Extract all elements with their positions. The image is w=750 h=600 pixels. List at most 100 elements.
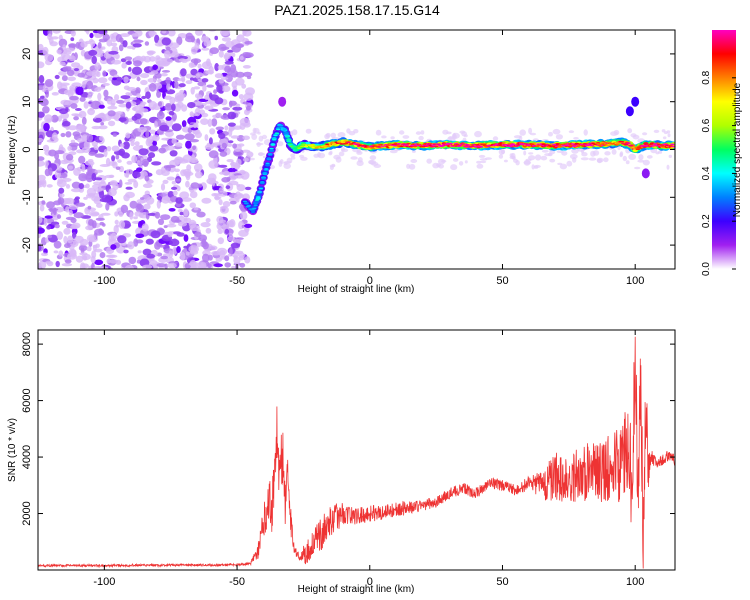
ridge-blob <box>257 191 262 193</box>
ridge-blob <box>626 142 631 144</box>
faint-blob <box>622 155 627 162</box>
noise-blob <box>67 76 76 82</box>
noise-blob <box>164 50 171 59</box>
ridge-blob <box>254 199 260 201</box>
noise-blob <box>244 52 254 58</box>
noise-blob <box>231 113 236 119</box>
noise-blob <box>46 201 55 209</box>
noise-blob <box>82 255 88 261</box>
colorbar: 0.0 0.2 0.4 0.6 0.8 Normalized spectral ampl… <box>701 30 743 276</box>
noise-blob <box>244 41 253 45</box>
noise-blob <box>128 97 138 101</box>
noise-blob <box>125 101 132 109</box>
noise-blob <box>38 215 43 225</box>
noise-blob <box>98 38 108 43</box>
noise-blob <box>131 66 143 76</box>
faint-blob <box>458 161 464 166</box>
noise-blob <box>158 147 166 154</box>
noise-blob <box>187 102 196 109</box>
noise-blob <box>79 252 88 256</box>
noise-blob <box>165 77 171 85</box>
noise-blob <box>239 117 251 127</box>
noise-blob <box>171 123 182 132</box>
noise-blob <box>204 144 214 150</box>
noise-blob <box>106 146 112 152</box>
noise-blob <box>231 45 242 53</box>
ridge-blob <box>346 141 351 144</box>
faint-blob <box>627 128 633 134</box>
ridge-blob <box>479 146 484 148</box>
noise-blob <box>139 106 145 113</box>
faint-blob <box>410 159 418 163</box>
ridge-blob <box>602 144 607 146</box>
snr-frame <box>37 329 676 571</box>
noise-blob <box>125 61 132 65</box>
faint-blob <box>590 150 596 157</box>
noise-blob <box>68 43 77 48</box>
noise-blob <box>54 206 65 213</box>
colorbar-ticks: 0.0 0.2 0.4 0.6 0.8 <box>701 70 736 276</box>
spectrogram-y-ticks: 20 10 0 -10 -20 <box>21 48 675 253</box>
noise-blob <box>130 141 135 147</box>
noise-blob <box>163 225 168 229</box>
noise-blob <box>148 31 157 36</box>
ridge-blob <box>650 145 655 147</box>
noise-blob <box>112 133 117 137</box>
ridge-blob <box>460 143 465 145</box>
snr-x-tick-label: -100 <box>93 576 115 588</box>
noise-blob <box>51 92 59 96</box>
noise-blob <box>136 199 146 204</box>
faint-blob <box>580 157 589 161</box>
noise-blob <box>41 200 46 205</box>
noise-blob <box>171 180 177 185</box>
noise-blob <box>118 44 124 52</box>
noise-blob <box>75 123 85 132</box>
noise-blob <box>214 73 224 79</box>
noise-blob <box>133 113 142 120</box>
ridge-blob <box>552 143 557 146</box>
noise-blob <box>231 265 236 269</box>
noise-blob <box>185 80 193 85</box>
ridge-blob <box>280 127 285 129</box>
noise-blob <box>71 113 80 117</box>
faint-blob <box>255 142 264 146</box>
faint-blob <box>426 158 433 164</box>
noise-blob <box>63 235 68 244</box>
noise-blob <box>142 248 152 256</box>
faint-blob <box>249 157 255 161</box>
noise-blob <box>145 211 150 220</box>
noise-blob <box>190 113 198 117</box>
snr-x-tick-label: -50 <box>229 576 245 588</box>
noise-blob <box>76 149 86 154</box>
noise-blob <box>126 160 133 165</box>
noise-blob <box>56 166 63 171</box>
faint-blob <box>498 148 505 155</box>
noise-blob <box>172 159 181 163</box>
faint-blob <box>375 129 382 136</box>
faint-blob <box>588 157 597 161</box>
noise-blob <box>219 250 226 258</box>
noise-blob <box>44 215 53 219</box>
noise-blob <box>193 163 203 172</box>
noise-blob <box>185 251 190 256</box>
faint-blob <box>666 164 670 170</box>
faint-blob <box>668 154 672 158</box>
faint-blob <box>338 151 345 157</box>
noise-blob <box>227 68 232 76</box>
noise-blob <box>140 73 150 79</box>
spectrogram-x-tick-label: 50 <box>496 275 508 287</box>
noise-blob <box>174 168 181 173</box>
noise-blob <box>87 91 94 96</box>
noise-blob <box>228 140 234 144</box>
noise-blob <box>200 118 209 125</box>
noise-blob <box>73 167 81 176</box>
noise-blob <box>201 47 210 51</box>
noise-blob <box>160 255 169 260</box>
noise-blob <box>174 92 185 102</box>
noise-blob <box>105 202 110 211</box>
spectrogram-y-tick-label: 10 <box>21 96 33 108</box>
noise-blob <box>160 183 166 191</box>
noise-blob <box>221 37 232 42</box>
faint-blob <box>572 157 577 163</box>
noise-blob <box>193 207 199 211</box>
